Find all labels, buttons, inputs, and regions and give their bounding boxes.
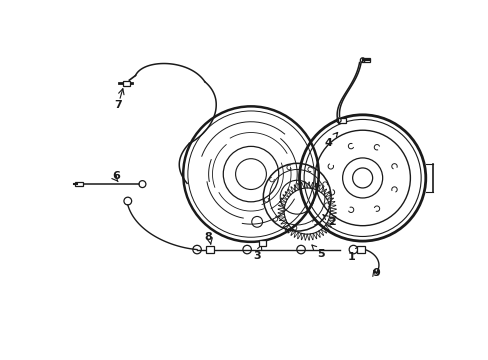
Text: 7: 7 bbox=[114, 100, 122, 110]
FancyBboxPatch shape bbox=[337, 118, 345, 122]
Text: 1: 1 bbox=[346, 247, 359, 262]
Text: 6: 6 bbox=[112, 171, 120, 181]
Text: 2: 2 bbox=[322, 215, 335, 227]
Text: 3: 3 bbox=[253, 245, 261, 261]
FancyBboxPatch shape bbox=[361, 58, 369, 62]
Text: 9: 9 bbox=[372, 267, 380, 278]
FancyBboxPatch shape bbox=[206, 247, 214, 253]
FancyBboxPatch shape bbox=[357, 247, 364, 253]
FancyBboxPatch shape bbox=[258, 240, 266, 247]
Text: 4: 4 bbox=[324, 132, 337, 148]
Text: 8: 8 bbox=[204, 232, 212, 242]
Text: 5: 5 bbox=[311, 245, 324, 259]
FancyBboxPatch shape bbox=[122, 81, 129, 86]
FancyBboxPatch shape bbox=[75, 182, 83, 186]
